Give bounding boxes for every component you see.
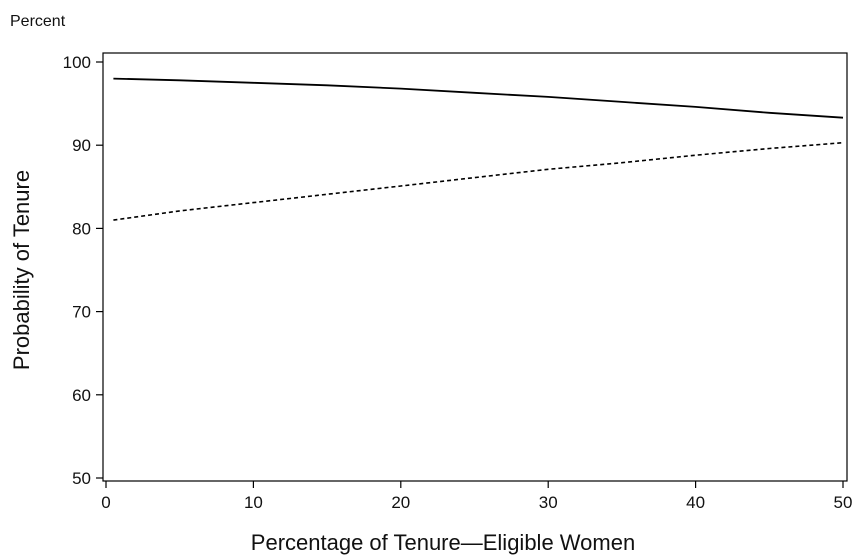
plot-frame xyxy=(102,52,848,482)
y-axis: 50 60 70 80 90 100 xyxy=(63,53,103,488)
x-axis: 0 10 20 30 40 50 xyxy=(101,481,852,512)
solid-series-line xyxy=(113,77,844,119)
x-tick-label: 20 xyxy=(391,493,410,512)
x-tick-label: 10 xyxy=(244,493,263,512)
series-layer xyxy=(113,77,844,221)
dashed-series-line xyxy=(113,141,844,221)
x-tick-label: 40 xyxy=(686,493,705,512)
y-unit-label: Percent xyxy=(10,13,66,30)
y-tick-label: 50 xyxy=(72,469,91,488)
y-tick-label: 100 xyxy=(63,53,91,72)
y-tick-label: 70 xyxy=(72,303,91,322)
x-tick-label: 50 xyxy=(834,493,853,512)
x-tick-label: 30 xyxy=(539,493,558,512)
y-tick-label: 60 xyxy=(72,386,91,405)
x-tick-label: 0 xyxy=(101,493,110,512)
y-tick-label: 90 xyxy=(72,136,91,155)
y-axis-title: Probability of Tenure xyxy=(9,170,34,370)
x-axis-title: Percentage of Tenure—Eligible Women xyxy=(251,530,635,555)
y-tick-label: 80 xyxy=(72,219,91,238)
